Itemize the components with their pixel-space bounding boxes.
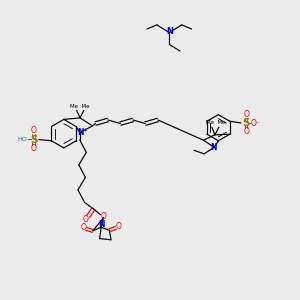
Text: N: N <box>167 27 174 36</box>
Text: O: O <box>83 215 88 224</box>
Text: HO: HO <box>17 136 27 142</box>
Text: O: O <box>100 212 106 221</box>
Text: N: N <box>77 128 84 137</box>
Text: O: O <box>243 110 249 119</box>
Text: S: S <box>30 135 38 145</box>
Text: O: O <box>81 224 87 232</box>
Text: O: O <box>243 127 249 136</box>
Text: Me  Me: Me Me <box>206 121 225 125</box>
Text: O: O <box>31 126 37 135</box>
Text: O: O <box>116 222 121 231</box>
Text: S: S <box>242 118 250 128</box>
Text: O: O <box>31 144 37 153</box>
Text: +: + <box>82 128 88 133</box>
Text: N: N <box>210 143 217 152</box>
Text: Me  Me: Me Me <box>70 104 90 109</box>
Text: N: N <box>98 220 104 230</box>
Text: O⁻: O⁻ <box>250 119 260 128</box>
